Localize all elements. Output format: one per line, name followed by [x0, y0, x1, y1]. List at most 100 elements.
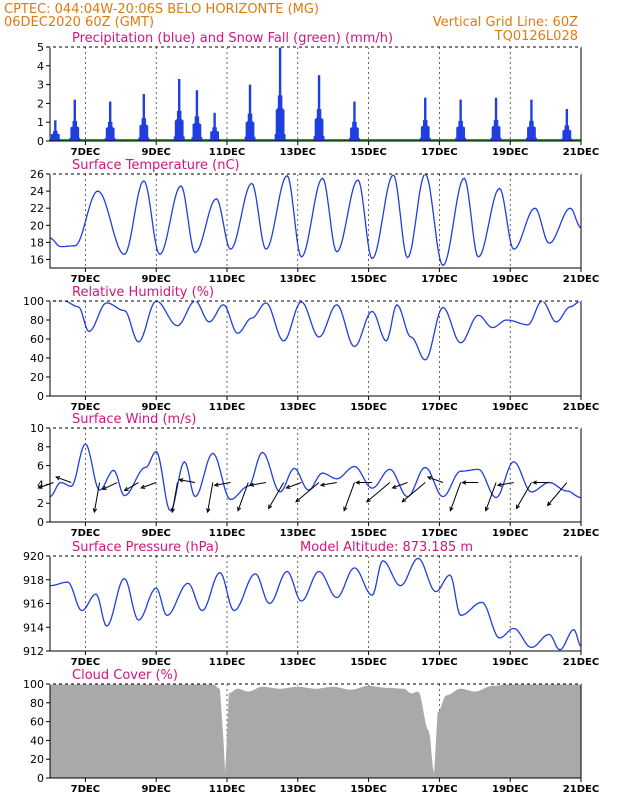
precip-bar [283, 134, 286, 141]
y-tick-label: 80 [30, 697, 44, 710]
x-tick-label: 15DEC [350, 657, 386, 668]
x-tick-label: 15DEC [350, 402, 386, 413]
header-model-id: TQ0126L028 [494, 29, 578, 44]
x-tick-label: 19DEC [492, 147, 528, 158]
precip-bar [357, 138, 360, 141]
panel-0: 0 1 2 3 4 5 7DEC 9DEC 11DEC 13DEC 15DEC 17DEC 19DEC 2… [37, 31, 599, 158]
x-tick-label: 9DEC [141, 147, 170, 158]
panels: 0 1 2 3 4 5 7DEC 9DEC 11DEC 13DEC 15DEC 17DEC 19DEC 2… [23, 31, 599, 795]
precip-bar [353, 101, 356, 141]
y-tick-label: 40 [30, 734, 44, 747]
wind-arrowhead [249, 482, 255, 487]
y-tick-label: 3 [37, 79, 44, 92]
wind-vector [366, 482, 391, 503]
precip-bar [568, 130, 572, 141]
precip-bar [427, 126, 430, 141]
x-tick-label: 11DEC [209, 528, 245, 539]
x-tick-label: 19DEC [492, 274, 528, 285]
x-tick-label: 21DEC [563, 147, 599, 158]
header-location: CPTEC: 044:04W-20:06S BELO HORIZONTE (MG… [4, 2, 319, 17]
wind-arrowhead [365, 497, 371, 503]
wind-arrowhead [295, 497, 301, 503]
x-tick-label: 13DEC [280, 274, 316, 285]
y-tick-label: 22 [30, 202, 44, 215]
x-tick-label: 11DEC [209, 147, 245, 158]
y-tick-label: 40 [30, 352, 44, 365]
x-tick-label: 17DEC [421, 528, 457, 539]
wind-vector [250, 482, 267, 486]
x-tick-label: 9DEC [141, 274, 170, 285]
x-tick-label: 21DEC [563, 274, 599, 285]
wind-vector [171, 482, 178, 513]
panel-1: 16 18 20 22 24 26 7DEC 9DEC 11DEC 13DEC 15DEC 17DEC… [30, 158, 599, 285]
wind-arrowhead [101, 485, 107, 490]
y-tick-label: 8 [37, 441, 44, 454]
header-run-time: 06DEC2020 60Z (GMT) [4, 15, 154, 30]
precip-bar [73, 99, 76, 141]
wind-arrowhead [449, 506, 454, 512]
x-tick-label: 7DEC [71, 147, 100, 158]
wind-vector [320, 482, 337, 486]
precip-bar [77, 137, 81, 141]
x-tick-label: 21DEC [563, 784, 599, 795]
precip-bar [494, 97, 498, 141]
precip-bar [499, 137, 502, 141]
x-tick-label: 15DEC [350, 784, 386, 795]
wind-vector [38, 482, 54, 489]
precip-bar [181, 120, 184, 141]
panel-frame [49, 300, 582, 397]
x-tick-label: 11DEC [209, 274, 245, 285]
wind-arrowhead [546, 501, 552, 507]
wind-arrowhead [178, 478, 184, 483]
wind-vector [93, 482, 101, 513]
x-tick-label: 17DEC [421, 402, 457, 413]
wind-arrowhead [461, 480, 467, 485]
precip-bar [108, 101, 112, 141]
y-tick-label: 20 [30, 219, 44, 232]
x-tick-label: 7DEC [71, 274, 100, 285]
y-tick-label: 80 [30, 314, 44, 327]
x-tick-label: 13DEC [280, 147, 316, 158]
precip-bar [428, 137, 431, 141]
header-grid-note: Vertical Grid Line: 60Z [433, 15, 578, 30]
y-tick-label: 10 [30, 422, 44, 435]
precip-bar [113, 138, 116, 141]
wind-arrowhead [496, 482, 502, 487]
wind-arrowhead [206, 508, 211, 514]
y-tick-label: 16 [30, 253, 44, 266]
wind-arrowhead [170, 508, 175, 514]
wind-arrowhead [268, 504, 273, 510]
wind-arrowhead [354, 480, 360, 485]
precip-bar [57, 134, 60, 141]
wind-vector [102, 482, 118, 490]
precip-bar [463, 137, 467, 141]
y-tick-label: 2 [37, 497, 44, 510]
x-tick-label: 19DEC [492, 784, 528, 795]
wind-arrowhead [426, 476, 432, 481]
x-tick-label: 15DEC [350, 147, 386, 158]
y-tick-label: 26 [30, 168, 44, 181]
wind-vector [516, 482, 532, 509]
precip-bar [251, 122, 255, 141]
wind-vector [343, 482, 355, 511]
precip-bar [142, 94, 146, 141]
y-tick-label: 60 [30, 333, 44, 346]
y-tick-label: 920 [23, 550, 44, 563]
y-tick-label: 4 [37, 60, 44, 73]
wind-arrowhead [391, 484, 397, 489]
wind-arrowhead [92, 508, 98, 514]
wind-vector [449, 482, 462, 511]
y-tick-label: 1 [37, 116, 44, 129]
y-tick-label: 0 [37, 772, 44, 785]
wind-vector [124, 482, 139, 491]
wind-arrowhead [401, 497, 407, 503]
y-tick-label: 6 [37, 460, 44, 473]
wind-arrowhead [515, 504, 521, 510]
x-tick-label: 17DEC [421, 784, 457, 795]
x-tick-label: 15DEC [350, 528, 386, 539]
y-tick-label: 914 [23, 621, 44, 634]
panel-title: Surface Temperature (nC) [72, 158, 240, 173]
x-tick-label: 13DEC [280, 784, 316, 795]
precip-bar [459, 99, 462, 141]
precip-bar [178, 78, 181, 141]
